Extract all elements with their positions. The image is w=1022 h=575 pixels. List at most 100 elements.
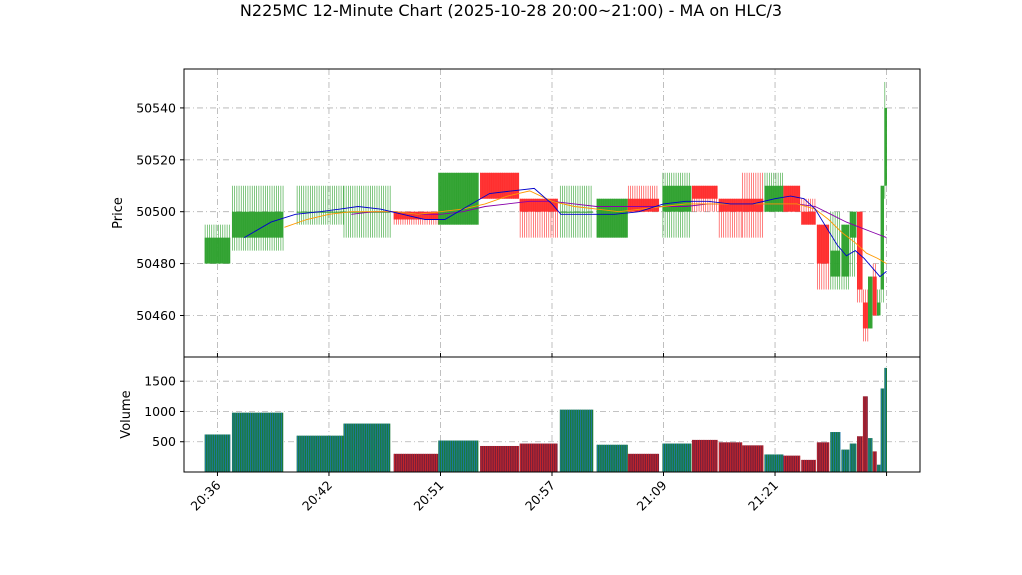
volume-bar xyxy=(880,388,885,472)
price-axis-label: Price xyxy=(111,197,126,229)
candle xyxy=(830,211,841,290)
candle xyxy=(872,263,877,316)
volume-bar-fill xyxy=(296,435,344,472)
volume-bar xyxy=(876,464,881,472)
candle xyxy=(296,185,344,225)
volume-bar xyxy=(816,442,830,472)
volume-bar-fill xyxy=(204,434,231,472)
volume-bar xyxy=(718,442,743,472)
candle-body xyxy=(519,198,558,212)
candle-body xyxy=(801,211,816,225)
volume-bar xyxy=(783,455,801,472)
volume-bar xyxy=(884,367,887,472)
candle xyxy=(884,81,887,199)
candle xyxy=(691,185,718,212)
volume-bar-fill xyxy=(880,388,884,472)
candle-body xyxy=(856,211,863,290)
candle xyxy=(718,198,743,238)
volume-bar-fill xyxy=(868,438,873,472)
candle-body xyxy=(231,211,284,238)
candle-body xyxy=(204,237,231,264)
candle-body xyxy=(868,276,873,329)
volume-bar xyxy=(596,444,628,472)
candle xyxy=(856,211,863,303)
volume-bar-fill xyxy=(783,455,801,472)
candle xyxy=(849,211,857,277)
volume-bar xyxy=(343,423,391,472)
candle-body xyxy=(691,185,718,199)
volume-bar-fill xyxy=(876,464,881,472)
candle xyxy=(841,224,850,290)
volume-bar xyxy=(764,454,784,472)
volume-bar xyxy=(296,435,344,472)
candle xyxy=(662,172,692,238)
candle-body xyxy=(438,172,479,225)
volume-bar-fill xyxy=(343,423,391,472)
candle-body xyxy=(884,107,887,186)
candle xyxy=(783,185,801,212)
volume-bar xyxy=(801,459,816,472)
candle xyxy=(816,224,830,290)
volume-bar-fill xyxy=(480,445,520,472)
volume-ytick-label: 1000 xyxy=(144,404,176,419)
candle xyxy=(868,276,873,329)
candle-body xyxy=(830,250,841,277)
candle-body xyxy=(876,302,881,316)
price-candles xyxy=(204,81,887,342)
candle-body xyxy=(783,185,801,212)
candle xyxy=(627,185,660,212)
volume-bar xyxy=(856,436,863,472)
candle-body xyxy=(596,198,628,238)
volume-bar xyxy=(393,453,439,472)
candle-body xyxy=(480,172,520,199)
candle xyxy=(204,224,231,264)
xtick-label: 20:36 xyxy=(187,477,223,513)
volume-bar-fill xyxy=(438,440,479,472)
volume-bar xyxy=(231,412,284,472)
ma-mid-line xyxy=(284,190,887,264)
candle xyxy=(519,198,558,238)
candle-body xyxy=(296,211,344,213)
ma-fast-line xyxy=(243,187,887,278)
xtick-label: 20:42 xyxy=(299,478,335,514)
candle xyxy=(880,185,884,303)
candle-body xyxy=(393,211,439,220)
volume-bar xyxy=(438,440,479,472)
candle xyxy=(742,172,764,238)
candle xyxy=(231,185,284,251)
volume-bar xyxy=(480,445,520,472)
volume-bar-fill xyxy=(841,449,850,472)
candle-body xyxy=(559,211,594,213)
volume-ytick-label: 500 xyxy=(152,434,176,449)
candle xyxy=(480,172,520,199)
xtick-label: 20:51 xyxy=(411,478,447,514)
candle-body xyxy=(662,185,692,212)
volume-bar xyxy=(627,453,660,472)
candle-body xyxy=(816,224,830,264)
volume-axis-label: Volume xyxy=(119,390,134,438)
price-ytick-label: 50520 xyxy=(136,152,176,167)
price-ytick-label: 50500 xyxy=(136,204,176,219)
volume-bar xyxy=(204,434,231,472)
volume-bar xyxy=(519,443,558,472)
candle xyxy=(596,198,628,238)
candle-body xyxy=(880,185,884,290)
xtick-label: 21:09 xyxy=(634,477,670,513)
price-ytick-label: 50540 xyxy=(136,100,176,115)
volume-bar xyxy=(868,438,873,472)
volume-bar xyxy=(742,445,764,472)
volume-bar xyxy=(862,396,868,472)
ma-slow-line xyxy=(351,200,887,239)
price-ytick-label: 50480 xyxy=(136,256,176,271)
candle xyxy=(438,172,479,225)
xtick-label: 21:21 xyxy=(745,478,781,514)
volume-bar-fill xyxy=(862,396,868,472)
chart-title: N225MC 12-Minute Chart (2025-10-28 20:00… xyxy=(239,1,783,20)
candle xyxy=(559,185,594,238)
volume-bar xyxy=(559,409,594,472)
candle xyxy=(876,289,881,316)
volume-bar-fill xyxy=(393,453,439,472)
volume-bar xyxy=(841,449,850,472)
candle-body xyxy=(742,198,764,212)
